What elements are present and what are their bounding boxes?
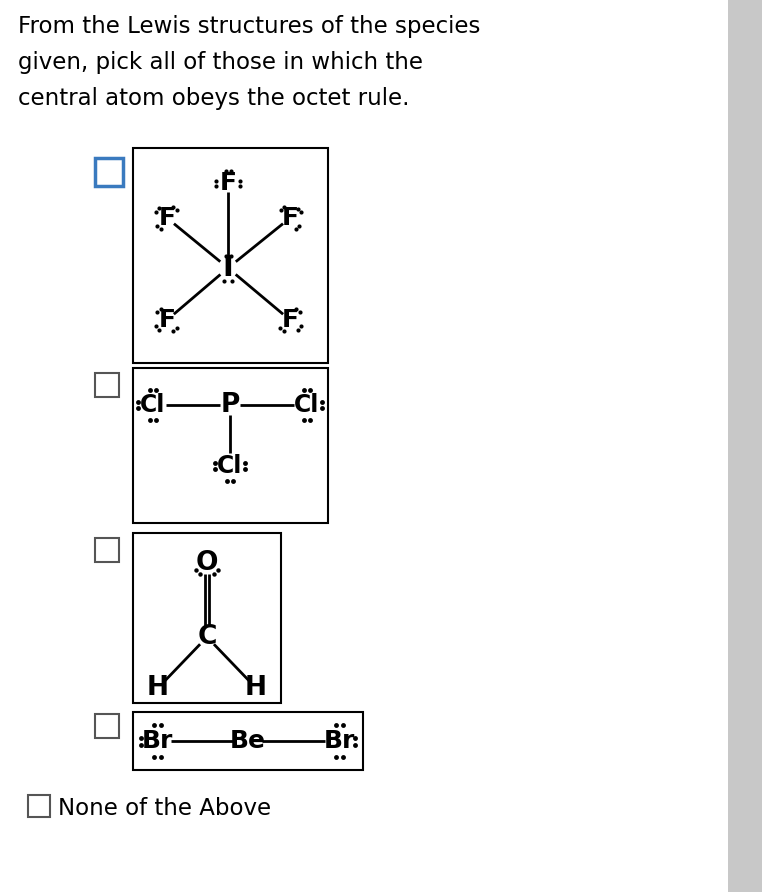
Bar [95, 538, 119, 562]
Text: H: H [245, 675, 267, 701]
Text: H: H [147, 675, 169, 701]
Text: F: F [281, 308, 299, 332]
Text: Br: Br [141, 729, 173, 753]
Bar [133, 148, 328, 363]
Bar [95, 158, 123, 186]
Text: P: P [220, 392, 240, 418]
Text: From the Lewis structures of the species: From the Lewis structures of the species [18, 15, 480, 38]
Text: Cl: Cl [217, 454, 242, 478]
Text: None of the Above: None of the Above [58, 797, 271, 820]
Text: C: C [197, 624, 216, 650]
Text: Cl: Cl [294, 393, 320, 417]
Bar [728, 0, 762, 892]
Text: Br: Br [323, 729, 354, 753]
Text: F: F [281, 206, 299, 230]
Text: F: F [158, 308, 175, 332]
Bar [133, 368, 328, 523]
Text: Be: Be [230, 729, 266, 753]
Bar [133, 712, 363, 770]
Bar [28, 795, 50, 817]
Text: O: O [196, 550, 218, 576]
Text: F: F [219, 171, 236, 195]
Text: given, pick all of those in which the: given, pick all of those in which the [18, 51, 423, 74]
Text: F: F [158, 206, 175, 230]
Text: Cl: Cl [140, 393, 165, 417]
Text: central atom obeys the octet rule.: central atom obeys the octet rule. [18, 87, 409, 110]
Bar [95, 373, 119, 397]
Bar [95, 714, 119, 738]
Bar [133, 533, 281, 703]
Text: I: I [223, 254, 233, 282]
